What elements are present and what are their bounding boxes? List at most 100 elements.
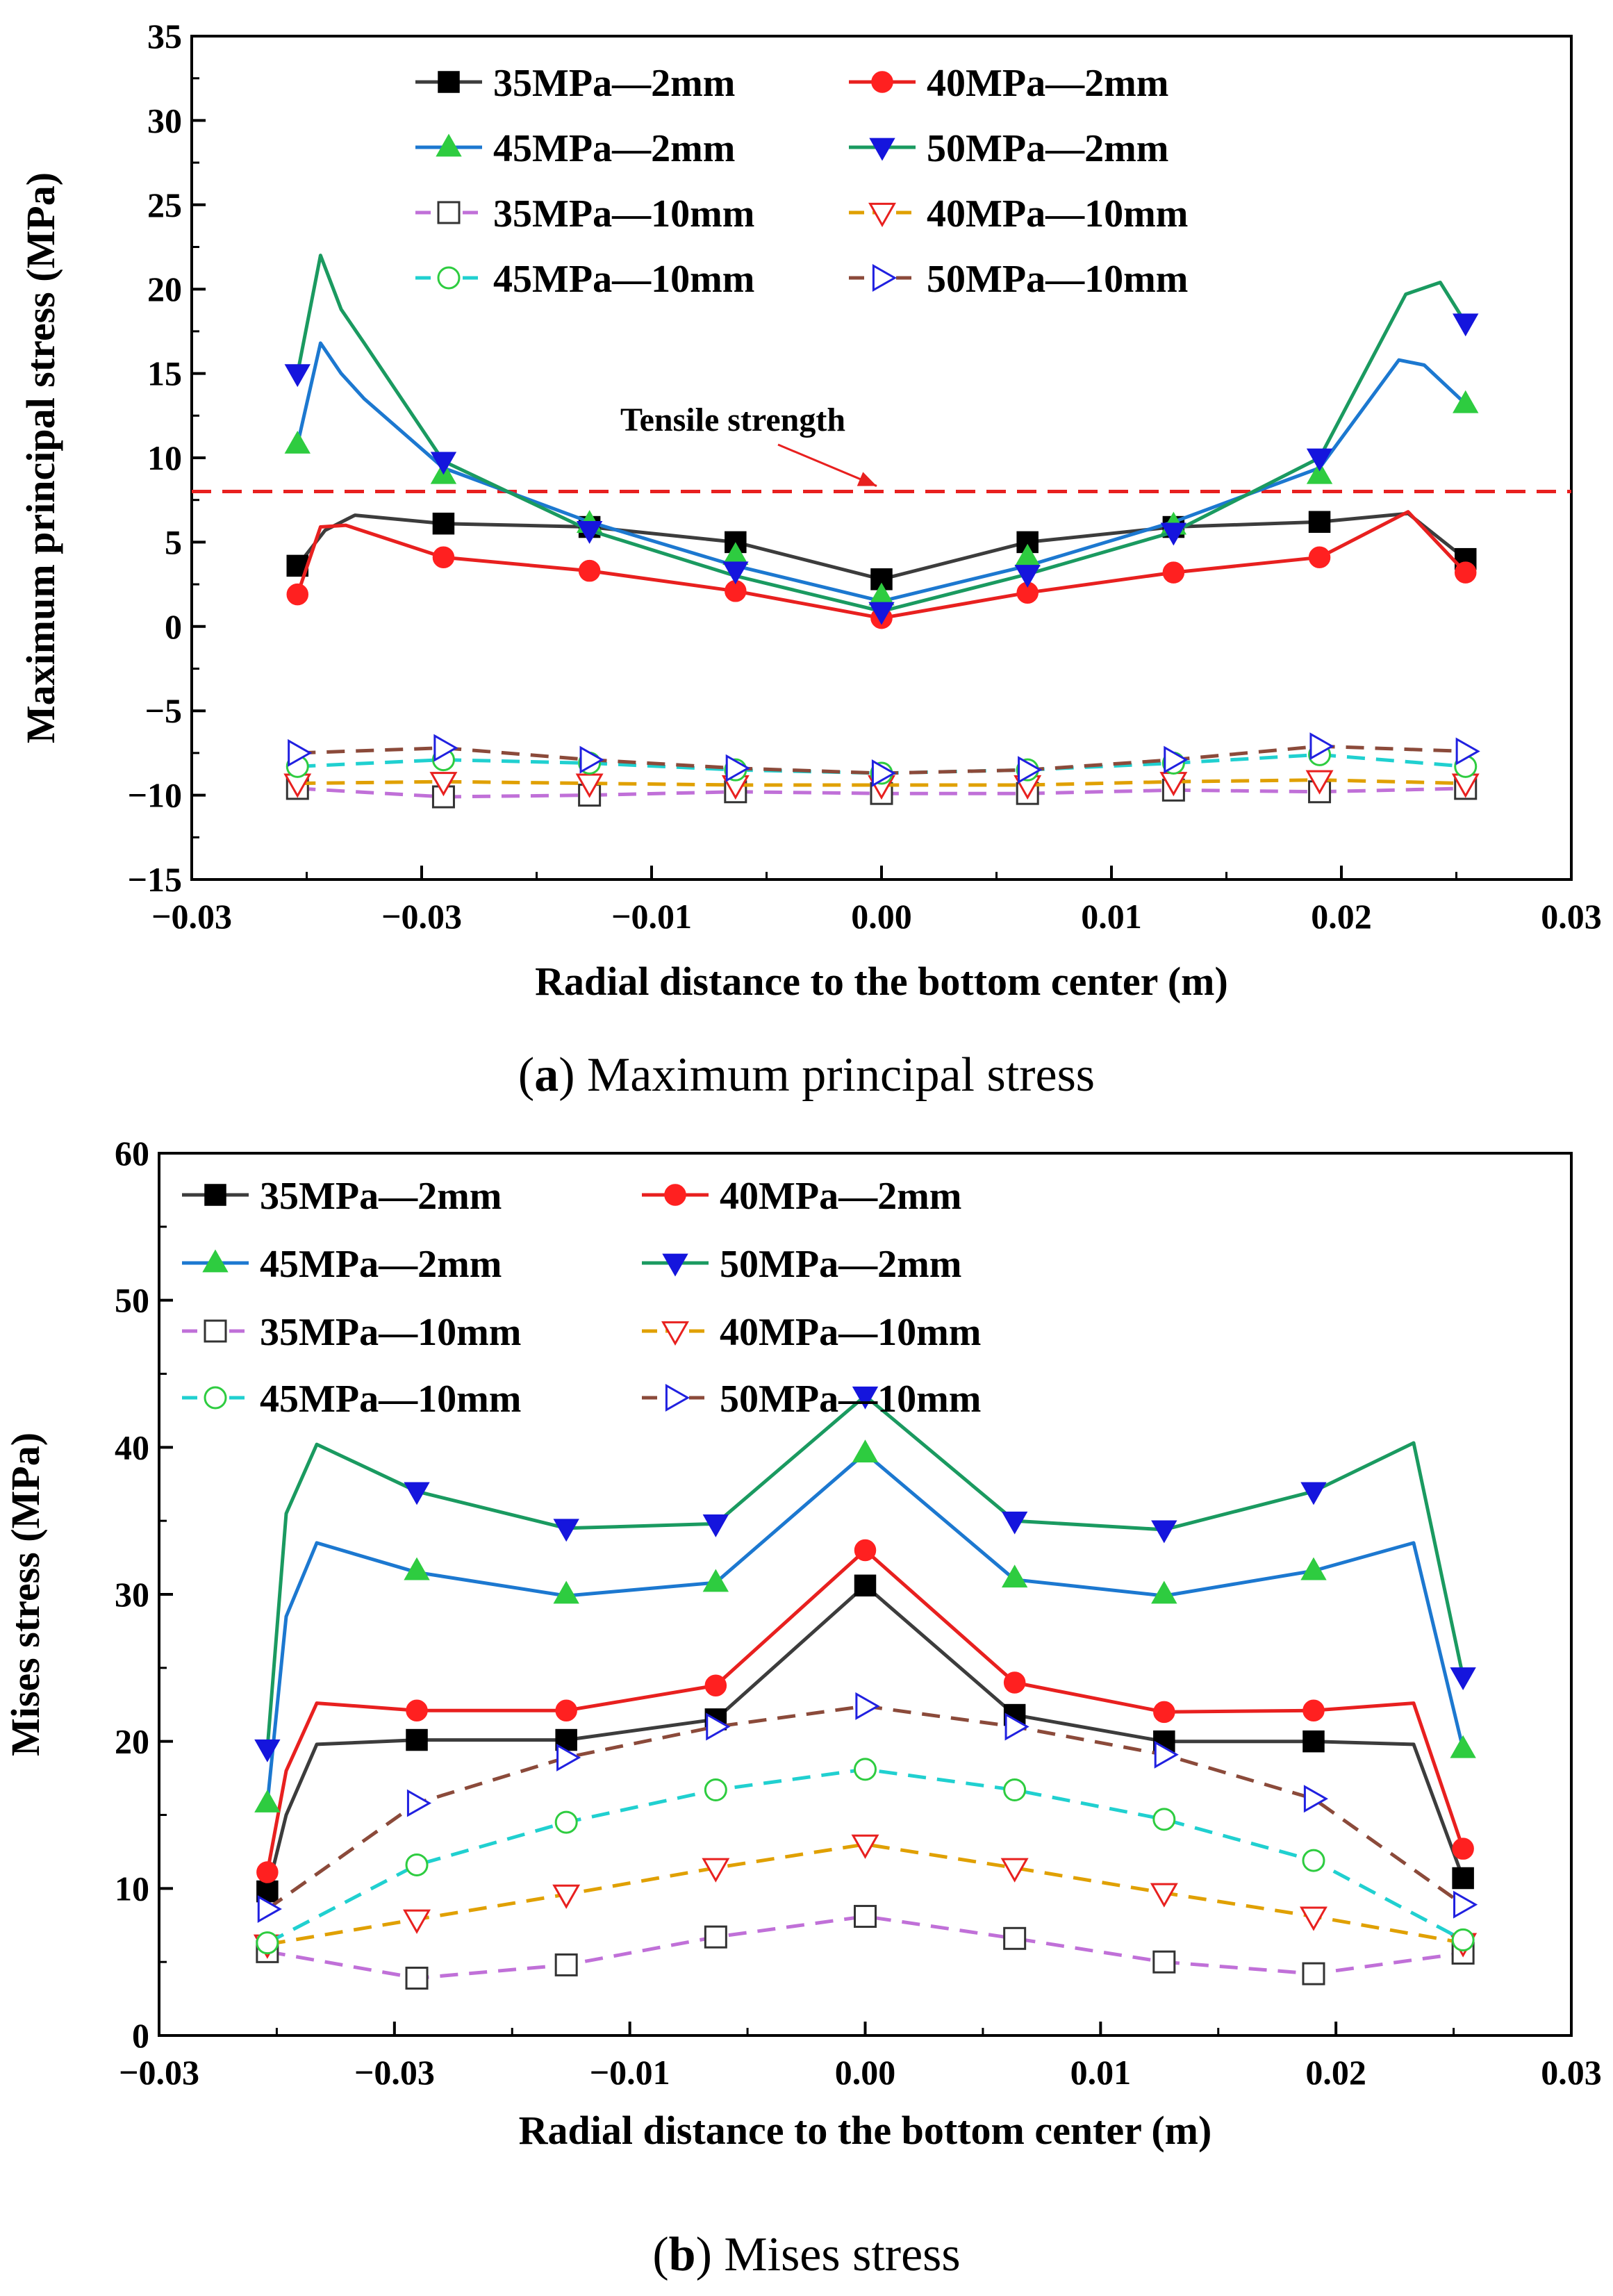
data-point	[1299, 1906, 1327, 1931]
data-point	[552, 1884, 581, 1909]
data-point	[1451, 1928, 1475, 1951]
legend-entry-8: 50MPa—10mm	[642, 1378, 981, 1421]
data-point	[431, 785, 455, 809]
legend-label: 50MPa—10mm	[720, 1378, 981, 1421]
data-point	[433, 734, 458, 762]
legend-entry-6: 40MPa—10mm	[849, 192, 1188, 236]
data-point	[702, 1514, 729, 1537]
data-point	[854, 1539, 877, 1562]
data-point	[1300, 1482, 1327, 1505]
x-tick-label: 0.00	[851, 897, 912, 936]
x-tick-label: −0.03	[151, 897, 232, 936]
x-tick-label: −0.01	[611, 897, 692, 936]
figure-caption: (a) Maximum principal stress	[518, 1048, 1095, 1102]
legend-label: 35MPa—10mm	[493, 192, 754, 236]
legend-entry-3: 45MPa—2mm	[415, 127, 735, 170]
legend-entry-4: 50MPa—2mm	[642, 1243, 961, 1286]
data-point	[1453, 390, 1479, 413]
caption-letter: a	[534, 1048, 559, 1102]
data-point	[254, 1790, 281, 1812]
data-point	[404, 1482, 430, 1505]
data-point	[722, 561, 749, 585]
legend-entry-7: 45MPa—10mm	[182, 1378, 521, 1421]
data-point	[871, 759, 897, 788]
data-point	[286, 583, 309, 606]
legend-entry-5: 35MPa—10mm	[415, 192, 754, 236]
data-point	[1302, 1730, 1325, 1753]
data-point	[854, 1574, 877, 1597]
data-point	[1003, 1926, 1027, 1950]
x-tick-label: 0.02	[1311, 897, 1372, 936]
data-point	[553, 1580, 579, 1604]
y-tick-label: 35	[147, 17, 182, 56]
y-axis-title: Mises stress (MPa)	[3, 1432, 48, 1756]
series-5	[256, 1905, 1475, 1990]
legend-marker	[436, 133, 462, 157]
data-point	[406, 1789, 432, 1817]
legend-label: 45MPa—10mm	[493, 258, 754, 301]
plot-frame	[190, 35, 1573, 881]
data-point	[1152, 1950, 1176, 1974]
legend-entry-1: 35MPa—2mm	[415, 62, 735, 105]
data-point	[576, 521, 603, 544]
legend-entry-4: 50MPa—2mm	[849, 127, 1168, 170]
data-point	[725, 754, 750, 782]
chart-panel-a: Tensile strength −0.03 −0.03 −0.01 0.00 0.01 0…	[18, 17, 1602, 1102]
legend-label: 40MPa—10mm	[720, 1311, 981, 1354]
data-point	[430, 452, 457, 475]
data-point	[1003, 1778, 1027, 1802]
data-point	[254, 1739, 281, 1762]
x-tick-label: 0.01	[1070, 2053, 1132, 2092]
legend-marker	[662, 1253, 688, 1277]
x-tick-label: −0.01	[590, 2053, 670, 2092]
legend-marker	[437, 201, 461, 224]
data-point	[406, 1728, 428, 1751]
x-axis-title: Radial distance to the bottom center (m)	[519, 2108, 1212, 2153]
data-point	[706, 1712, 731, 1741]
series-line	[295, 341, 1467, 603]
data-point	[432, 512, 455, 535]
series-7	[256, 1758, 1475, 1955]
data-point	[1302, 1699, 1325, 1721]
legend-marker	[437, 266, 461, 290]
legend-marker	[204, 1386, 227, 1410]
data-point	[1164, 745, 1189, 774]
data-point	[579, 745, 604, 774]
data-point	[1152, 1808, 1176, 1831]
data-point	[1151, 1520, 1177, 1544]
series-line	[295, 254, 1467, 613]
series-line	[265, 1394, 1465, 1749]
data-point	[1004, 1712, 1029, 1741]
y-tick-label: −15	[128, 860, 183, 899]
legend-entry-5: 35MPa—10mm	[182, 1311, 521, 1354]
data-point	[1452, 1867, 1474, 1890]
legend-marker	[869, 138, 895, 161]
y-tick-label: 25	[147, 185, 182, 224]
data-point	[1153, 1701, 1175, 1724]
tensile-strength-arrowhead	[857, 472, 877, 486]
y-tick-label: −5	[145, 691, 183, 730]
series-line	[265, 1583, 1465, 1892]
legend-label: 35MPa—2mm	[493, 62, 735, 105]
data-point	[1151, 1580, 1177, 1604]
y-tick-label: 60	[115, 1134, 149, 1173]
legend-marker	[661, 1321, 689, 1346]
legend-label: 40MPa—2mm	[720, 1175, 961, 1218]
data-point	[1000, 1858, 1029, 1883]
caption-letter: b	[669, 2228, 696, 2281]
legend-entry-8: 50MPa—10mm	[849, 258, 1188, 301]
data-point	[1308, 546, 1331, 569]
data-point	[1453, 1890, 1478, 1919]
series-6	[253, 1834, 1478, 1959]
legend-marker	[664, 1184, 686, 1206]
legend-entry-1: 35MPa—2mm	[182, 1175, 502, 1218]
legend-marker	[204, 1319, 227, 1343]
legend-label: 45MPa—2mm	[493, 127, 735, 170]
legend-label: 35MPa—10mm	[260, 1311, 521, 1354]
data-point	[1154, 1740, 1179, 1769]
data-point	[1450, 1667, 1476, 1691]
x-tick-label: 0.00	[835, 2053, 896, 2092]
data-point	[1160, 522, 1187, 546]
x-tick-label: −0.03	[119, 2053, 199, 2092]
x-tick-label: −0.03	[354, 2053, 435, 2092]
